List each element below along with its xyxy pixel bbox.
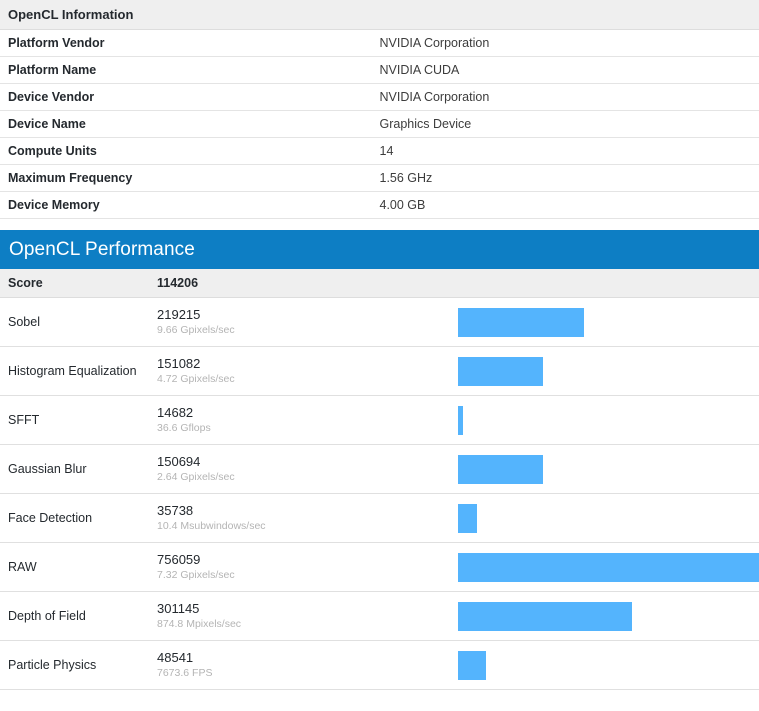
benchmark-bar-depth-of-field — [458, 602, 632, 631]
table-row: Sobel 219215 9.66 Gpixels/sec — [0, 298, 759, 347]
benchmark-name-particle-physics: Particle Physics — [0, 641, 157, 690]
benchmark-bar-raw — [458, 553, 759, 582]
table-row: Histogram Equalization 151082 4.72 Gpixe… — [0, 347, 759, 396]
opencl-information-header-row: OpenCL Information — [0, 0, 759, 29]
info-value-device-name: Graphics Device — [380, 110, 759, 137]
table-row: SFFT 14682 36.6 Gflops — [0, 396, 759, 445]
info-row-platform-name: Platform Name NVIDIA CUDA — [0, 56, 759, 83]
bar-track — [458, 651, 759, 680]
benchmark-rate-histogram-equalization: 4.72 Gpixels/sec — [157, 372, 458, 386]
info-value-maximum-frequency: 1.56 GHz — [380, 164, 759, 191]
info-key-device-name: Device Name — [0, 110, 380, 137]
info-row-maximum-frequency: Maximum Frequency 1.56 GHz — [0, 164, 759, 191]
info-key-platform-name: Platform Name — [0, 56, 380, 83]
benchmark-score-gaussian-blur: 150694 — [157, 454, 458, 470]
benchmark-rate-face-detection: 10.4 Msubwindows/sec — [157, 519, 458, 533]
info-key-platform-vendor: Platform Vendor — [0, 29, 380, 56]
opencl-performance-header: OpenCL Performance — [0, 230, 759, 269]
benchmark-bar-face-detection — [458, 504, 477, 533]
overall-score-row: Score 114206 — [0, 269, 759, 298]
benchmark-bar-particle-physics — [458, 651, 486, 680]
bar-track — [458, 553, 759, 582]
opencl-information-body: OpenCL Information Platform Vendor NVIDI… — [0, 0, 759, 218]
benchmark-score-depth-of-field: 301145 — [157, 601, 458, 617]
bar-track — [458, 357, 759, 386]
table-row: Face Detection 35738 10.4 Msubwindows/se… — [0, 494, 759, 543]
benchmark-bar-histogram-equalization — [458, 357, 543, 386]
opencl-information-table: OpenCL Information Platform Vendor NVIDI… — [0, 0, 759, 219]
info-value-device-vendor: NVIDIA Corporation — [380, 83, 759, 110]
benchmark-value-gaussian-blur: 150694 2.64 Gpixels/sec — [157, 445, 458, 494]
page-bottom-spacer — [0, 690, 759, 711]
info-row-compute-units: Compute Units 14 — [0, 137, 759, 164]
benchmark-rate-particle-physics: 7673.6 FPS — [157, 666, 458, 680]
benchmark-rate-sobel: 9.66 Gpixels/sec — [157, 323, 458, 337]
benchmark-name-histogram-equalization: Histogram Equalization — [0, 347, 157, 396]
info-row-device-vendor: Device Vendor NVIDIA Corporation — [0, 83, 759, 110]
opencl-performance-body: Score 114206 Sobel 219215 9.66 Gpixels/s… — [0, 269, 759, 690]
overall-score-value: 114206 — [157, 269, 759, 298]
benchmark-name-depth-of-field: Depth of Field — [0, 592, 157, 641]
info-row-platform-vendor: Platform Vendor NVIDIA Corporation — [0, 29, 759, 56]
benchmark-value-depth-of-field: 301145 874.8 Mpixels/sec — [157, 592, 458, 641]
benchmark-value-sfft: 14682 36.6 Gflops — [157, 396, 458, 445]
benchmark-value-face-detection: 35738 10.4 Msubwindows/sec — [157, 494, 458, 543]
table-row: Particle Physics 48541 7673.6 FPS — [0, 641, 759, 690]
benchmark-score-sfft: 14682 — [157, 405, 458, 421]
bar-track — [458, 455, 759, 484]
benchmark-rate-depth-of-field: 874.8 Mpixels/sec — [157, 617, 458, 631]
benchmark-score-histogram-equalization: 151082 — [157, 356, 458, 372]
benchmark-name-sfft: SFFT — [0, 396, 157, 445]
overall-score-label: Score — [0, 269, 157, 298]
benchmark-rate-raw: 7.32 Gpixels/sec — [157, 568, 458, 582]
benchmark-bar-cell-depth-of-field — [458, 592, 759, 641]
bar-track — [458, 308, 759, 337]
info-key-maximum-frequency: Maximum Frequency — [0, 164, 380, 191]
opencl-information-title: OpenCL Information — [0, 0, 759, 29]
benchmark-value-sobel: 219215 9.66 Gpixels/sec — [157, 298, 458, 347]
benchmark-bar-sfft — [458, 406, 463, 435]
section-spacer — [0, 219, 759, 230]
table-row: RAW 756059 7.32 Gpixels/sec — [0, 543, 759, 592]
benchmark-bar-cell-face-detection — [458, 494, 759, 543]
benchmark-bar-gaussian-blur — [458, 455, 543, 484]
benchmark-bar-cell-particle-physics — [458, 641, 759, 690]
benchmark-name-raw: RAW — [0, 543, 157, 592]
benchmark-bar-cell-sfft — [458, 396, 759, 445]
info-key-device-memory: Device Memory — [0, 191, 380, 218]
benchmark-name-sobel: Sobel — [0, 298, 157, 347]
table-row: Gaussian Blur 150694 2.64 Gpixels/sec — [0, 445, 759, 494]
info-row-device-name: Device Name Graphics Device — [0, 110, 759, 137]
table-row: Depth of Field 301145 874.8 Mpixels/sec — [0, 592, 759, 641]
benchmark-bar-sobel — [458, 308, 584, 337]
bar-track — [458, 602, 759, 631]
info-key-compute-units: Compute Units — [0, 137, 380, 164]
benchmark-bar-cell-gaussian-blur — [458, 445, 759, 494]
benchmark-bar-cell-sobel — [458, 298, 759, 347]
benchmark-rate-sfft: 36.6 Gflops — [157, 421, 458, 435]
benchmark-value-particle-physics: 48541 7673.6 FPS — [157, 641, 458, 690]
benchmark-rate-gaussian-blur: 2.64 Gpixels/sec — [157, 470, 458, 484]
benchmark-value-histogram-equalization: 151082 4.72 Gpixels/sec — [157, 347, 458, 396]
info-value-platform-vendor: NVIDIA Corporation — [380, 29, 759, 56]
bar-track — [458, 406, 759, 435]
info-row-device-memory: Device Memory 4.00 GB — [0, 191, 759, 218]
benchmark-value-raw: 756059 7.32 Gpixels/sec — [157, 543, 458, 592]
benchmark-score-raw: 756059 — [157, 552, 458, 568]
bar-track — [458, 504, 759, 533]
benchmark-score-particle-physics: 48541 — [157, 650, 458, 666]
info-value-compute-units: 14 — [380, 137, 759, 164]
info-value-device-memory: 4.00 GB — [380, 191, 759, 218]
benchmark-bar-cell-raw — [458, 543, 759, 592]
benchmark-name-gaussian-blur: Gaussian Blur — [0, 445, 157, 494]
info-key-device-vendor: Device Vendor — [0, 83, 380, 110]
benchmark-name-face-detection: Face Detection — [0, 494, 157, 543]
benchmark-score-sobel: 219215 — [157, 307, 458, 323]
benchmark-score-face-detection: 35738 — [157, 503, 458, 519]
opencl-performance-table: Score 114206 Sobel 219215 9.66 Gpixels/s… — [0, 269, 759, 691]
info-value-platform-name: NVIDIA CUDA — [380, 56, 759, 83]
benchmark-bar-cell-histogram-equalization — [458, 347, 759, 396]
